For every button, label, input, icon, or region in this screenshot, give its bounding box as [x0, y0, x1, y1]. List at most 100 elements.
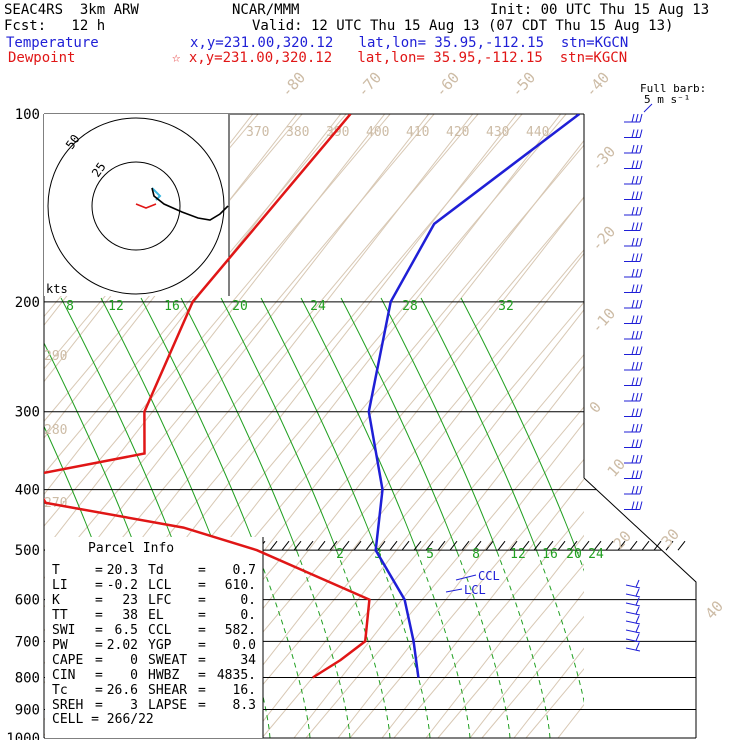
parcel-label: Tc [52, 683, 68, 698]
mixing-ratio-line [417, 553, 471, 738]
theta-label: 380 [286, 125, 309, 140]
wind-barb-feather [635, 144, 639, 154]
pressure-tick-label: 1000 [6, 731, 40, 740]
wind-barb-feather [631, 175, 635, 185]
parcel-label: LCL [148, 578, 172, 593]
parcel-equals: = [95, 563, 103, 578]
wind-barb-feather [635, 642, 640, 651]
hatch-mark [389, 540, 398, 551]
parcel-equals: = [198, 578, 206, 593]
isotherm-label: -30 [588, 142, 620, 174]
pressure-tick-label: 600 [15, 593, 40, 609]
wind-barb-staff [639, 222, 643, 231]
mixing-ratio-label: 16 [164, 299, 180, 314]
mixing-ratio-label: 32 [498, 299, 514, 314]
wind-barb-feather [635, 439, 639, 448]
isotherm-line [44, 114, 435, 580]
wind-barb-staff [639, 423, 643, 433]
parcel-value: 16. [233, 683, 256, 698]
temperature-trace [367, 114, 581, 678]
wind-barb-feather [635, 423, 639, 433]
parcel-label: K [52, 593, 60, 608]
wind-barb-feather [635, 588, 640, 597]
isotherm-label: -70 [354, 68, 386, 100]
hatch-mark [461, 540, 470, 551]
mixing-ratio-label: 8 [66, 299, 74, 314]
pressure-tick-label: 400 [15, 483, 40, 499]
wind-barb-feather [635, 408, 639, 417]
wind-barb-feather [631, 377, 635, 386]
wind-barb-staff [639, 330, 643, 340]
hatch-mark [581, 540, 590, 551]
wind-barb-feather [631, 485, 635, 495]
isotherm-label: 30 [658, 525, 683, 550]
wind-barb-feather [631, 439, 635, 448]
wind-barb-feather [635, 284, 639, 293]
hodograph-ring [47, 117, 225, 295]
parcel-value: 3 [130, 698, 138, 713]
mixing-ratio-label: 16 [542, 547, 558, 562]
parcel-equals: = [198, 683, 206, 698]
wind-barb-legend [643, 103, 653, 113]
wind-barb-feather [635, 222, 639, 231]
init-time: Init: 00 UTC Thu 15 Aug 13 [490, 2, 710, 18]
isotherm-line [525, 668, 584, 738]
parcel-equals: = [95, 623, 103, 638]
wind-barb-feather [631, 253, 635, 262]
wind-barb-staff [639, 408, 643, 417]
parcel-value: 2.02 [107, 638, 138, 653]
theta-label: 370 [246, 125, 269, 140]
parcel-equals: = [95, 593, 103, 608]
barb-legend-title: Full barb: [640, 82, 706, 95]
wind-barb-feather [631, 206, 635, 216]
mixing-ratio-line [44, 342, 139, 555]
wind-barb-feather [631, 113, 635, 123]
dry-adiabat-line [44, 114, 342, 496]
parcel-value: 23 [122, 593, 138, 608]
parcel-value: 6.5 [115, 623, 138, 638]
wind-barb-feather [635, 129, 639, 138]
hodograph-ring-label: 25 [89, 160, 109, 180]
isotherm-line [217, 301, 584, 738]
isotherm-line [305, 406, 584, 738]
wind-barb-staff [639, 129, 643, 138]
wind-barb-feather [635, 485, 639, 495]
parcel-value: 0. [240, 608, 256, 623]
parcel-equals: = [198, 638, 206, 653]
hatch-mark [677, 540, 686, 551]
wind-barb-feather [635, 633, 640, 642]
mixing-ratio-line [140, 297, 259, 555]
hatch-mark [557, 540, 566, 551]
isotherm-line [349, 458, 584, 738]
axis-frame-edge [583, 477, 697, 738]
wind-barb-feather [631, 284, 635, 293]
parcel-label: SREH [52, 698, 83, 713]
hatch-mark [449, 540, 458, 551]
parcel-value: 610. [225, 578, 256, 593]
mixing-ratio-label: 8 [472, 547, 480, 562]
parcel-label: SHEAR [148, 683, 187, 698]
wind-barb-feather [635, 315, 639, 324]
isotherm-line [481, 615, 584, 738]
isotherm-line [437, 563, 584, 738]
dewpoint-legend: Dewpoint [8, 50, 76, 66]
parcel-equals: = [198, 698, 206, 713]
mixing-ratio-line [297, 553, 351, 738]
isotherm-label: 0 [586, 398, 605, 417]
wind-barb-feather [635, 597, 640, 606]
hatch-mark [617, 540, 626, 551]
wind-barb-feather [631, 501, 635, 510]
pressure-tick-label: 900 [15, 702, 40, 718]
parcel-info-title: Parcel Info [88, 541, 174, 556]
hatch-mark [341, 540, 350, 551]
isotherm-label: -60 [432, 68, 464, 100]
wind-barb-feather [631, 315, 635, 324]
wind-barb-feather [635, 113, 639, 123]
wind-barb-feather [631, 408, 635, 417]
dry-adiabat-line [602, 114, 740, 738]
wind-barb-staff [639, 191, 643, 200]
wind-barb-feather [635, 615, 640, 624]
mixing-ratio-line [380, 297, 499, 555]
wind-barb [625, 629, 641, 634]
